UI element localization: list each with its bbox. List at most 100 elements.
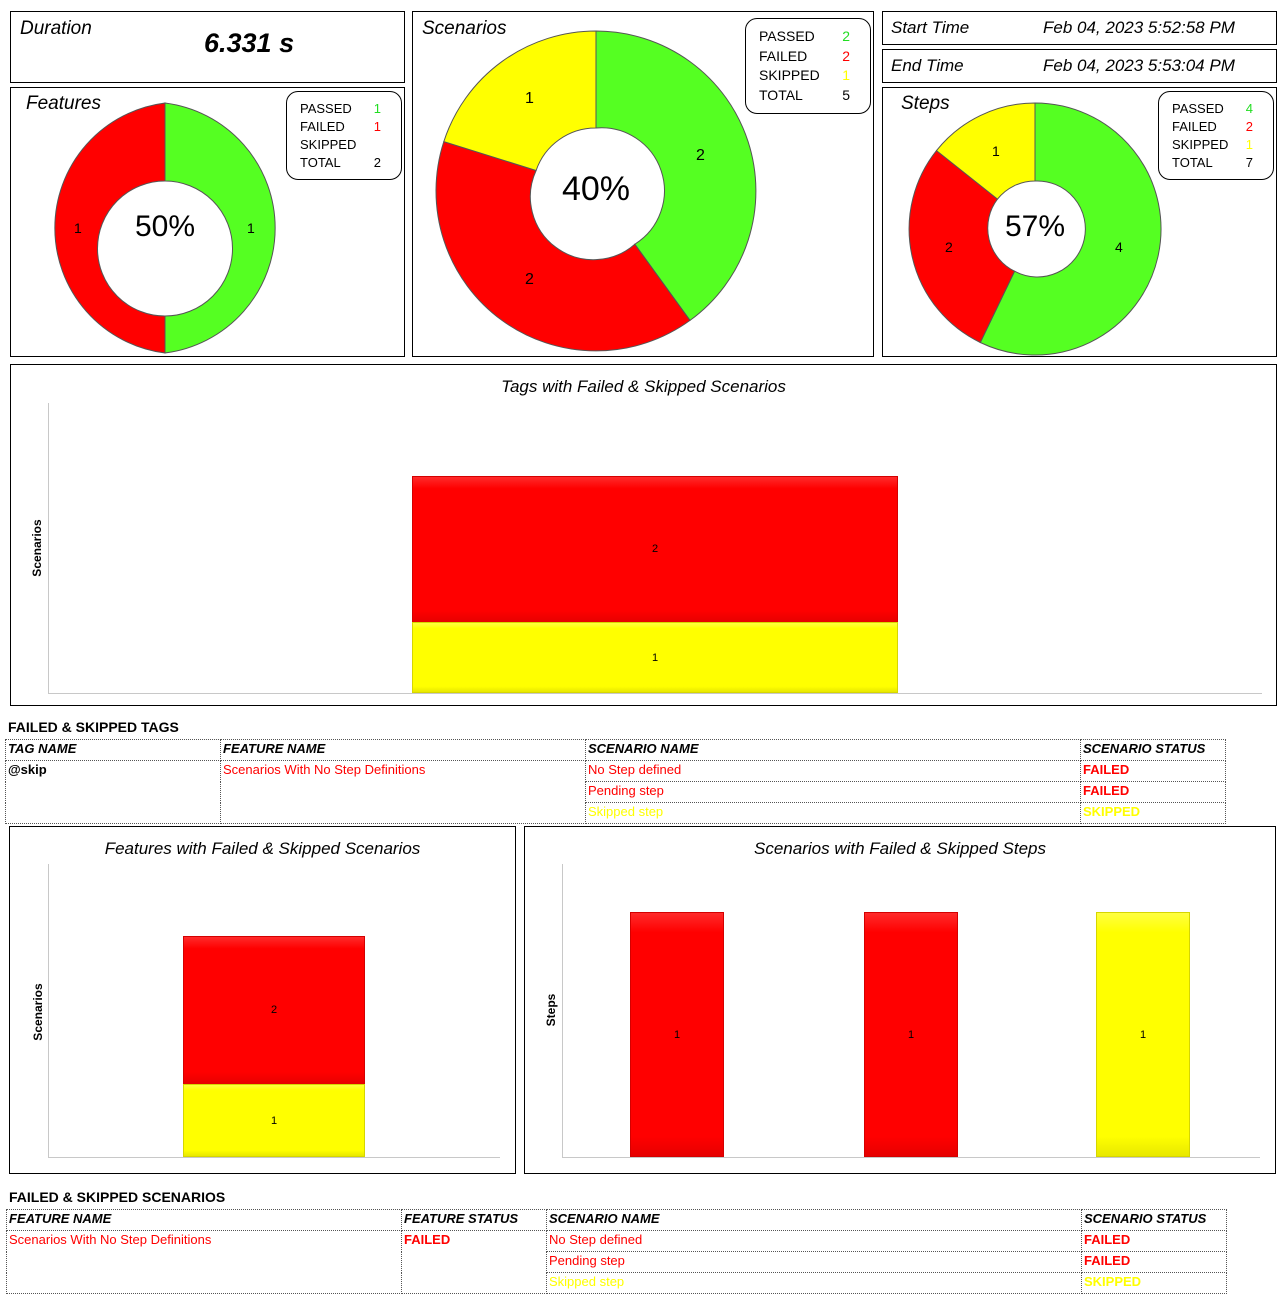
table-header-row: TAG NAME FEATURE NAME SCENARIO NAME SCEN… [5,739,1226,761]
legend-skipped-label: SKIPPED [759,67,820,83]
table-row: Skipped step SKIPPED [7,1272,1227,1294]
legend-total-value: 7 [1245,155,1253,170]
steps-chart-y-axis [562,864,563,1158]
legend-passed-value: 1 [373,101,381,116]
legend-total-value: 5 [842,87,850,103]
tags-chart-x-axis [48,693,1262,694]
scenarios-percent: 40% [561,170,631,208]
tags-bar-failed-label: 2 [651,543,659,555]
start-time-label: Start Time [891,18,970,37]
legend-failed-label: FAILED [300,119,345,134]
steps-chart-panel: Scenarios with Failed & Skipped Steps St… [524,826,1276,1174]
steps-bar-2: 1 [864,912,958,1157]
steps-title: Steps [901,93,950,114]
steps-bar-1: 1 [630,912,724,1157]
legend-passed-value: 2 [842,28,850,44]
legend-failed-value: 2 [842,48,850,64]
features-bar-failed: 2 [183,936,365,1085]
table-row: Pending step FAILED [7,1251,1227,1273]
legend-total-label: TOTAL [300,155,341,170]
features-slice-label-passed: 1 [247,220,255,236]
tags-bar-failed: 2 [412,476,898,623]
tags-bar-skipped: 1 [412,622,898,693]
tags-chart-ylabel: Scenarios [30,519,44,577]
scenarios-slice-label-skipped: 1 [525,90,534,107]
steps-bar-3: 1 [1096,912,1190,1157]
scenario-name-cell: Skipped step [585,802,1081,824]
scenarios-slice-label-passed: 2 [696,147,705,164]
feature-status-cell: FAILED [401,1230,547,1294]
tags-chart-panel: Tags with Failed & Skipped Scenarios Sce… [10,364,1277,706]
table-row: Skipped step SKIPPED [6,802,1226,824]
steps-bar-3-label: 1 [1139,1029,1147,1041]
steps-chart-ylabel: Steps [544,993,558,1027]
legend-total-value: 2 [373,155,381,170]
col-scenario-status: SCENARIO STATUS [1081,1209,1227,1231]
scenarios-section-title: FAILED & SKIPPED SCENARIOS [9,1189,226,1205]
scenario-name-cell: Pending step [546,1251,1082,1273]
scenario-status-cell: FAILED [1081,1251,1227,1273]
scenario-status-cell: SKIPPED [1080,802,1226,824]
steps-panel: Steps 57% 4 2 1 PASSED 4 FAILED 2 SKIPPED 1… [882,87,1277,357]
duration-value: 6.331 s [204,28,295,58]
features-chart-y-axis [48,864,49,1158]
scenario-status-cell: SKIPPED [1081,1272,1227,1294]
scenario-name-cell: Pending step [585,781,1081,803]
steps-percent: 57% [1004,210,1066,243]
features-bar-skipped: 1 [183,1084,365,1157]
scenario-status-cell: FAILED [1081,1230,1227,1252]
scenario-status-cell: FAILED [1080,781,1226,803]
steps-chart-title: Scenarios with Failed & Skipped Steps [754,839,1046,858]
scenarios-donut-chart [435,30,757,352]
scenario-name-cell: No Step defined [546,1230,1082,1252]
features-slice-passed [164,102,276,354]
table-row: Pending step FAILED [6,781,1226,803]
col-feature-name: FEATURE NAME [220,739,586,761]
scenarios-slice-label-failed: 2 [525,271,534,288]
features-bar-failed-label: 2 [270,1004,278,1016]
legend-total-label: TOTAL [759,87,803,103]
end-time-label: End Time [891,56,964,75]
scenarios-slice-skipped [443,30,597,172]
legend-skipped-value: 1 [842,67,850,83]
duration-label: Duration [20,18,92,39]
legend-failed-value: 2 [1245,119,1253,134]
legend-skipped-value: 1 [1245,137,1253,152]
legend-total-label: TOTAL [1172,155,1213,170]
tags-table: TAG NAME FEATURE NAME SCENARIO NAME SCEN… [5,739,1226,824]
features-slice-label-failed: 1 [74,220,82,236]
tags-chart-title: Tags with Failed & Skipped Scenarios [501,377,786,396]
scenario-name-cell: No Step defined [585,760,1081,782]
legend-passed-label: PASSED [1172,101,1224,116]
features-chart-x-axis [48,1157,500,1158]
steps-slice-skipped [935,102,1036,200]
scenario-status-cell: FAILED [1080,760,1226,782]
steps-legend: PASSED 4 FAILED 2 SKIPPED 1 TOTAL 7 [1158,91,1274,180]
start-time-value: Feb 04, 2023 5:52:58 PM [1043,18,1235,37]
scenarios-legend: PASSED 2 FAILED 2 SKIPPED 1 TOTAL 5 [745,18,871,114]
legend-passed-value: 4 [1245,101,1253,116]
legend-failed-label: FAILED [759,48,808,64]
scenarios-slice-passed [595,30,757,322]
features-bar-skipped-label: 1 [270,1115,278,1127]
features-title: Features [26,93,101,114]
scenarios-title: Scenarios [422,18,507,39]
col-scenario-name: SCENARIO NAME [585,739,1081,761]
steps-slice-label-passed: 4 [1115,239,1123,255]
features-legend: PASSED 1 FAILED 1 SKIPPED TOTAL 2 [286,91,402,180]
scenarios-slice-failed [435,140,691,352]
features-chart-title: Features with Failed & Skipped Scenarios [104,839,421,858]
tags-chart-y-axis [48,403,49,694]
tags-section-title: FAILED & SKIPPED TAGS [8,719,179,735]
tags-bar-skipped-label: 1 [651,652,659,664]
features-percent: 50% [134,210,196,243]
features-donut-chart [54,102,276,354]
feature-name-cell: Scenarios With No Step Definitions [6,1230,402,1294]
end-time-value: Feb 04, 2023 5:53:04 PM [1043,56,1235,75]
col-scenario-status: SCENARIO STATUS [1080,739,1226,761]
col-scenario-name: SCENARIO NAME [546,1209,1082,1231]
legend-failed-label: FAILED [1172,119,1217,134]
table-row: Scenarios With No Step Definitions FAILE… [6,1230,1227,1294]
legend-skipped-label: SKIPPED [1172,137,1229,152]
steps-bar-2-label: 1 [907,1029,915,1041]
